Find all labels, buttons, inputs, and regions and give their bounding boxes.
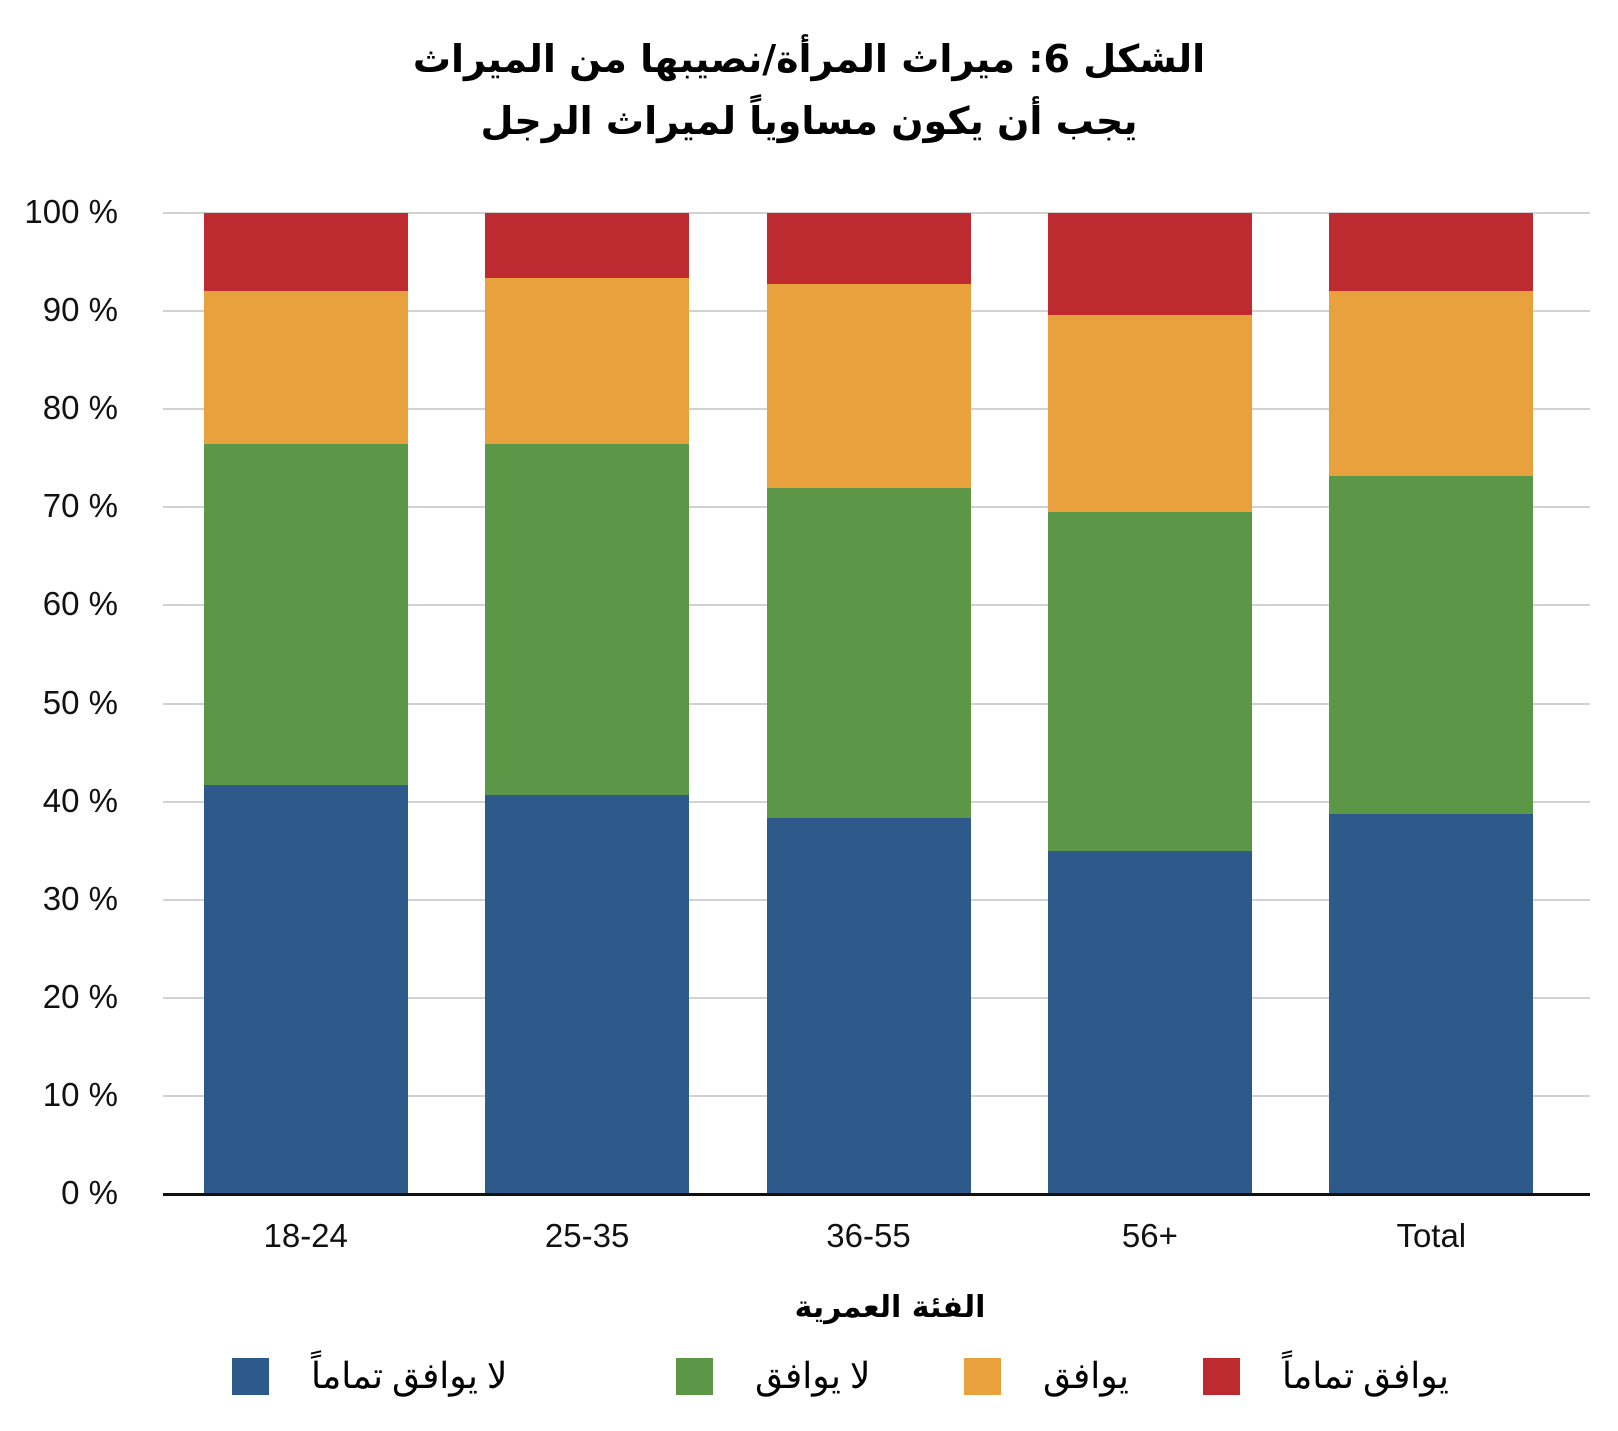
legend-swatch-icon [232, 1357, 269, 1395]
bar-36-55 [766, 213, 971, 1194]
bar-segment [203, 290, 408, 444]
legend-item-strongly-agree: يوافق تماماً [1203, 1355, 1449, 1397]
bar-segment [766, 487, 971, 819]
bar-segment [203, 443, 408, 785]
x-axis-line [163, 1193, 1590, 1196]
bar-segment [1329, 213, 1534, 291]
bar-segment [1047, 850, 1252, 1194]
chart-title-line-1: الشكل 6: ميراث المرأة/نصيبها من الميراث [412, 37, 1206, 81]
y-tick-label: 20 % [42, 977, 118, 1015]
x-tick-label: Total [1396, 1217, 1467, 1254]
legend-swatch-icon [964, 1357, 1001, 1395]
y-tick-label: 60 % [42, 585, 118, 623]
legend-label: يوافق تماماً [1282, 1356, 1449, 1396]
legend-swatch-icon [1203, 1357, 1240, 1395]
x-tick-label: 25-35 [544, 1217, 630, 1254]
bar-25-35 [485, 213, 690, 1194]
legend-item-strongly-disagree: لا يوافق تماماً [232, 1355, 507, 1397]
legend-item-agree: يوافق [964, 1355, 1129, 1397]
legend-swatch-icon [676, 1357, 713, 1395]
bar-segment [485, 794, 690, 1194]
bar-segment [1329, 475, 1534, 815]
bar-segment [485, 443, 690, 795]
bar-segment [1329, 814, 1534, 1194]
y-tick-label: 100 % [24, 193, 118, 230]
gridline [163, 212, 1590, 214]
bar-segment [485, 277, 690, 444]
bar-segment [203, 213, 408, 291]
y-tick-label: 40 % [42, 781, 118, 819]
chart-title-line-2: يجب أن يكون مساوياً لميراث الرجل [480, 99, 1138, 143]
x-tick-label: 56+ [1121, 1217, 1178, 1254]
bar-segment [1047, 213, 1252, 316]
bar-segment [766, 283, 971, 488]
bar-segment [485, 213, 690, 278]
y-tick-label: 50 % [42, 683, 118, 721]
legend-label: لا يوافق تماماً [311, 1356, 508, 1396]
legend-label: لا يوافق [755, 1356, 871, 1396]
bar-18-24 [203, 213, 408, 1194]
bar-segment [1047, 512, 1252, 851]
y-tick-label: 80 % [42, 389, 118, 427]
legend-item-disagree: لا يوافق [676, 1355, 870, 1397]
bar-56+ [1047, 213, 1252, 1194]
y-tick-label: 70 % [42, 487, 118, 525]
bar-segment [1329, 290, 1534, 476]
y-tick-label: 30 % [42, 879, 118, 917]
y-tick-label: 0 % [61, 1174, 118, 1211]
chart-title: الشكل 6: ميراث المرأة/نصيبها من الميراث … [0, 28, 1618, 152]
legend-label: يوافق [1043, 1356, 1129, 1396]
y-tick-label: 90 % [42, 291, 118, 329]
bar-segment [203, 784, 408, 1194]
bar-segment [1047, 315, 1252, 513]
bar-segment [766, 213, 971, 284]
bar-segment [766, 818, 971, 1194]
bar-Total [1329, 213, 1534, 1194]
x-tick-label: 18-24 [263, 1217, 348, 1254]
y-tick-label: 10 % [42, 1075, 118, 1113]
x-axis-label: الفئة العمرية [794, 1290, 986, 1325]
x-tick-label: 36-55 [826, 1217, 911, 1254]
